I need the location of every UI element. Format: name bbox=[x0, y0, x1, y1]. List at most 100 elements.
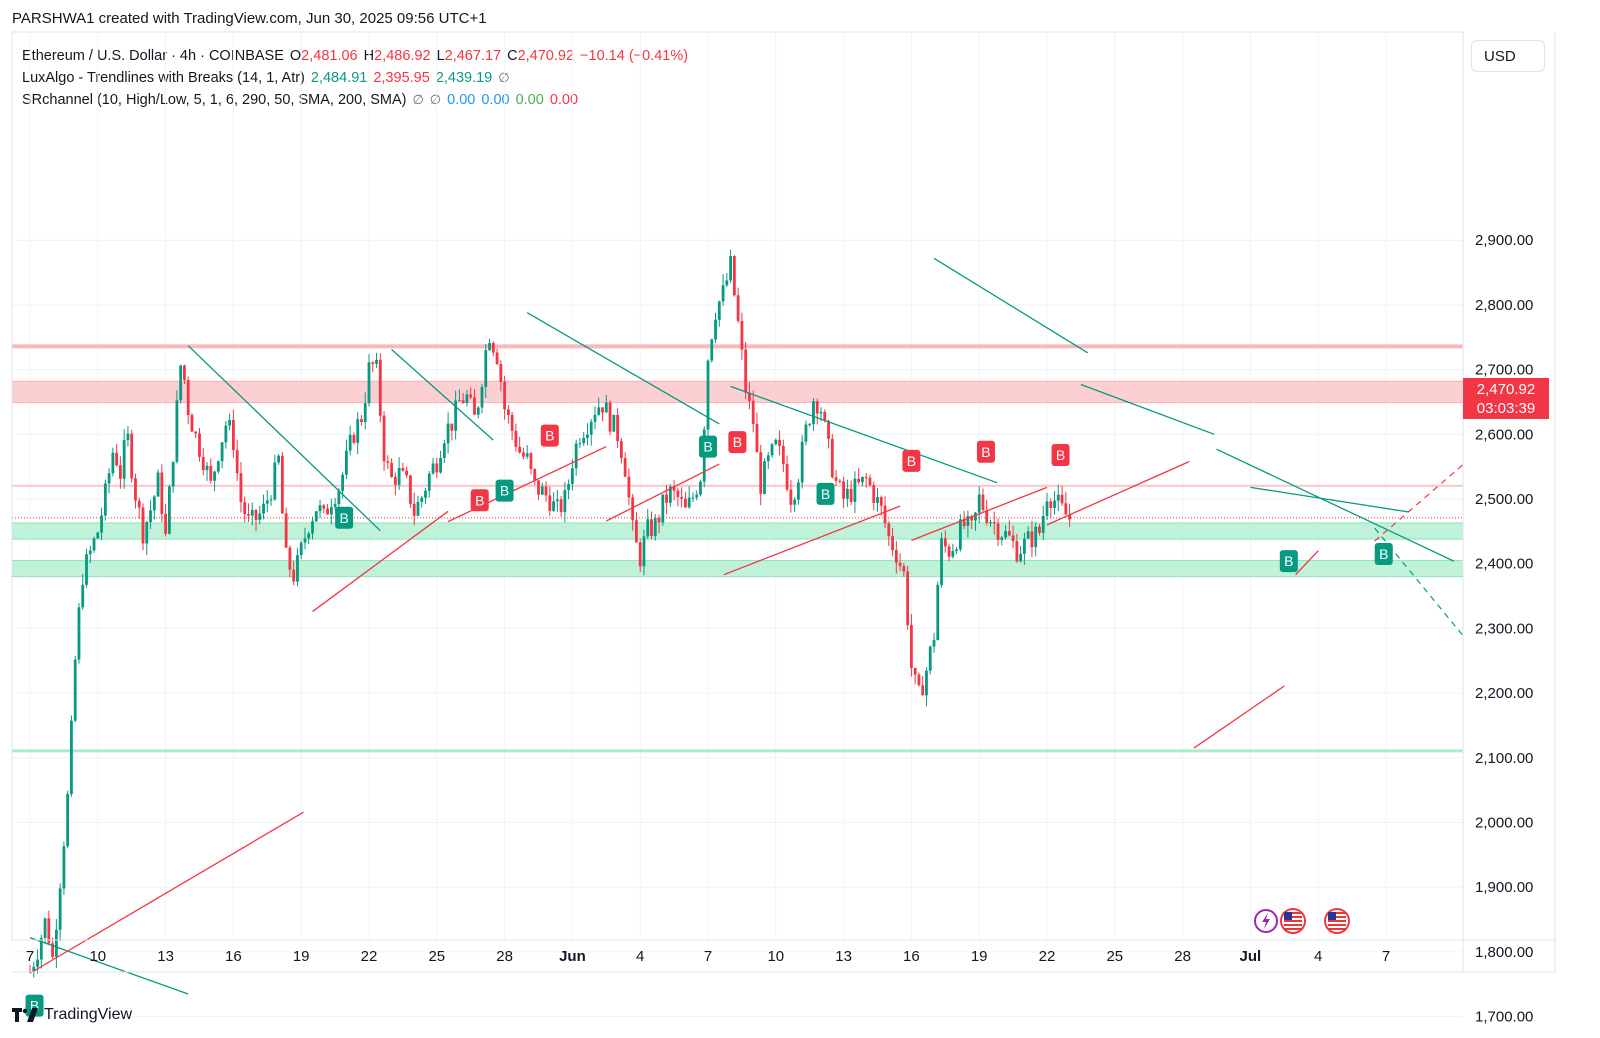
candle-body bbox=[420, 497, 424, 502]
marker-badge bbox=[470, 489, 489, 512]
candle-body bbox=[876, 497, 879, 503]
candle-body bbox=[469, 394, 473, 398]
candle-body bbox=[559, 499, 563, 513]
candle-body bbox=[1011, 535, 1015, 542]
candle-body bbox=[642, 536, 646, 567]
us-flag-event-icon[interactable] bbox=[1324, 908, 1350, 934]
y-tick-label: 1,900.00 bbox=[1475, 879, 1533, 896]
candle-body bbox=[827, 420, 830, 439]
candle-body bbox=[122, 440, 126, 479]
open-value: 2,481.06 bbox=[301, 48, 358, 64]
high-value: 2,486.92 bbox=[374, 48, 431, 64]
symbol-name[interactable]: Ethereum / U.S. Dollar · 4h · COINBASE bbox=[22, 48, 284, 64]
candle-body bbox=[751, 400, 755, 424]
candle-body bbox=[695, 494, 699, 498]
buy-break-marker: B bbox=[335, 506, 354, 529]
candle-body bbox=[356, 419, 360, 443]
currency-selector[interactable]: USD bbox=[1471, 40, 1545, 72]
candle-body bbox=[103, 483, 107, 516]
srchannel-value-2: 0.00 bbox=[481, 92, 510, 108]
bar-countdown: 03:03:39 bbox=[1476, 400, 1536, 417]
candle-body bbox=[571, 468, 574, 484]
buy-break-marker: B bbox=[495, 479, 514, 502]
x-tick-label: 13 bbox=[835, 948, 852, 965]
candle-body bbox=[345, 450, 348, 475]
candle-body bbox=[612, 414, 616, 432]
bullish-trendline bbox=[911, 486, 1048, 542]
candle-body bbox=[812, 401, 815, 425]
support-zone-upper bbox=[11, 522, 1464, 540]
candle-body bbox=[292, 569, 296, 582]
candle-body bbox=[435, 463, 439, 473]
luxalgo-indicator-name[interactable]: LuxAlgo - Trendlines with Breaks (14, 1,… bbox=[22, 70, 305, 86]
us-flag-event-icon[interactable] bbox=[1280, 908, 1306, 934]
resistance-zone bbox=[11, 380, 1464, 404]
bullish-trendline-projection bbox=[1374, 462, 1466, 542]
candle-body bbox=[427, 473, 431, 491]
candle-body bbox=[623, 458, 627, 477]
candle-body bbox=[337, 490, 341, 505]
marker-badge bbox=[1279, 550, 1298, 573]
hidden-value-icon: ∅ bbox=[412, 92, 424, 107]
marker-badge bbox=[902, 449, 921, 472]
candle-body bbox=[179, 365, 183, 401]
luxalgo-legend-row[interactable]: LuxAlgo - Trendlines with Breaks (14, 1,… bbox=[22, 67, 694, 89]
marker-letter: B bbox=[1056, 447, 1065, 463]
resistance-line-lower bbox=[12, 484, 1463, 487]
srchannel-indicator-name[interactable]: SRchannel (10, High/Low, 5, 1, 6, 290, 5… bbox=[22, 92, 407, 108]
candle-body bbox=[932, 640, 936, 647]
candle-body bbox=[405, 470, 409, 476]
candle-body bbox=[1053, 500, 1056, 508]
lightning-event-icon[interactable] bbox=[1254, 909, 1278, 933]
candle-body bbox=[970, 516, 974, 521]
candle-body bbox=[1041, 515, 1045, 533]
candle-body bbox=[450, 423, 454, 431]
candle-body bbox=[484, 350, 488, 387]
candle-body bbox=[503, 381, 506, 410]
candle-body bbox=[77, 607, 81, 660]
candle-body bbox=[186, 379, 190, 416]
srchannel-legend-row[interactable]: SRchannel (10, High/Low, 5, 1, 6, 290, 5… bbox=[22, 89, 694, 111]
candle-body bbox=[797, 482, 800, 500]
candle-body bbox=[378, 359, 382, 416]
resistance-line-upper bbox=[12, 344, 1463, 349]
candle-body bbox=[126, 433, 130, 441]
candle-body bbox=[729, 256, 732, 281]
x-tick-label: 7 bbox=[704, 948, 712, 965]
candle-body bbox=[910, 624, 913, 668]
candle-body bbox=[352, 434, 356, 443]
luxalgo-value-1: 2,484.91 bbox=[310, 70, 368, 86]
srchannel-value-4: 0.00 bbox=[549, 92, 579, 108]
candle-body bbox=[167, 486, 171, 534]
candle-body bbox=[868, 477, 872, 486]
candle-body bbox=[593, 414, 597, 422]
trendlines bbox=[29, 257, 1466, 995]
candle-body bbox=[299, 542, 303, 556]
candle-body bbox=[943, 538, 947, 547]
candle-body bbox=[499, 364, 503, 382]
candle-body bbox=[936, 584, 940, 641]
tradingview-logo-icon bbox=[12, 1008, 38, 1022]
x-tick-label: Jul bbox=[1240, 948, 1262, 965]
x-tick-label: 13 bbox=[157, 948, 174, 965]
candle-body bbox=[375, 359, 378, 364]
candle-body bbox=[43, 918, 47, 938]
srchannel-value-1: 0.00 bbox=[447, 92, 476, 108]
candle-body bbox=[491, 343, 495, 353]
y-tick-label: 2,900.00 bbox=[1475, 232, 1533, 249]
candle-body bbox=[412, 503, 416, 516]
marker-badge bbox=[976, 440, 995, 463]
flag-stripe bbox=[1284, 924, 1302, 926]
candle-body bbox=[755, 423, 759, 453]
candle-body bbox=[488, 343, 491, 351]
candle-body bbox=[213, 471, 216, 481]
candle-body bbox=[608, 402, 612, 432]
close-label: C bbox=[507, 48, 518, 64]
candle-body bbox=[898, 562, 902, 567]
candle-body bbox=[205, 465, 209, 471]
tradingview-logo[interactable]: TradingView bbox=[12, 1006, 132, 1024]
candle-body bbox=[966, 516, 970, 527]
low-label: L bbox=[436, 48, 445, 64]
marker-badge bbox=[495, 479, 514, 502]
